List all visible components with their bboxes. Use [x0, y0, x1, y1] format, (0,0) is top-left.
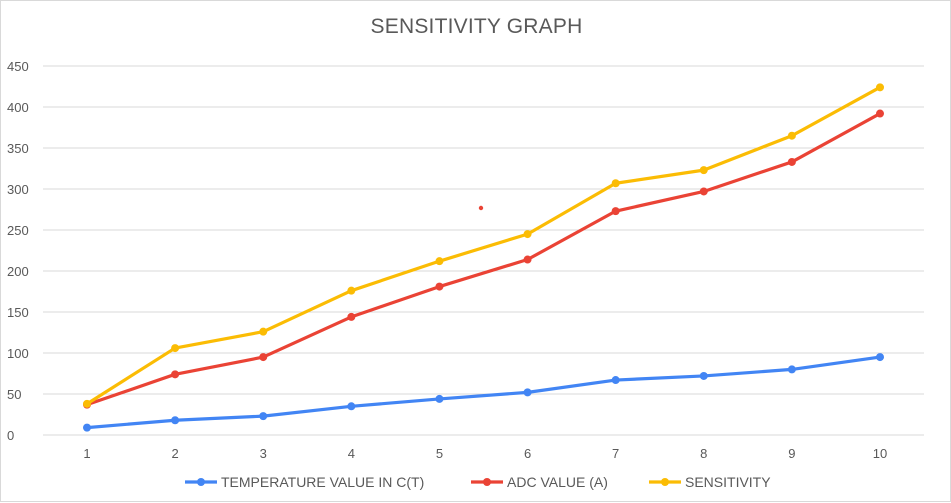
series-3-point-7: [611, 179, 620, 188]
series-1-point-2: [171, 416, 180, 425]
legend-label-1: TEMPERATURE VALUE IN C(T): [221, 474, 424, 490]
series-1-point-3: [259, 412, 268, 421]
legend-marker-2: [483, 478, 491, 486]
series-3-point-4: [347, 286, 356, 295]
y-tick-label-100: 100: [7, 346, 29, 361]
series-1-point-7: [611, 376, 620, 385]
y-tick-label-150: 150: [7, 305, 29, 320]
x-tick-label-8: 8: [700, 446, 707, 461]
x-tick-label-7: 7: [612, 446, 619, 461]
y-tick-label-300: 300: [7, 182, 29, 197]
series-1-point-5: [435, 394, 444, 403]
series-2-point-7: [611, 207, 620, 216]
series-line-1: [85, 355, 882, 430]
series-line-3: [85, 85, 882, 406]
series-1-point-1: [83, 423, 91, 432]
series-2-point-2: [171, 370, 180, 379]
x-tick-label-4: 4: [348, 446, 355, 461]
series-2-point-4: [347, 312, 356, 321]
series-1-point-4: [347, 402, 356, 411]
chart-title: SENSITIVITY GRAPH: [370, 15, 583, 38]
series-3-point-8: [699, 166, 708, 175]
series-2-point-8: [699, 187, 708, 196]
series-3-point-5: [435, 257, 444, 266]
series-1-point-9: [787, 365, 796, 374]
y-tick-label-400: 400: [7, 100, 29, 115]
series-3-point-2: [171, 344, 180, 353]
x-tick-label-3: 3: [260, 446, 267, 461]
legend-label-2: ADC VALUE (A): [507, 474, 608, 490]
x-tick-label-2: 2: [171, 446, 178, 461]
series-1-point-8: [699, 371, 708, 380]
x-tick-label-9: 9: [788, 446, 795, 461]
y-tick-label-0: 0: [7, 428, 14, 443]
series-2-point-9: [787, 157, 796, 166]
y-tick-label-450: 450: [7, 59, 29, 74]
series-2-point-5: [435, 282, 444, 291]
x-tick-label-5: 5: [436, 446, 443, 461]
series-1-point-10: [876, 353, 884, 362]
y-tick-label-50: 50: [7, 387, 21, 402]
series-1-point-6: [523, 388, 532, 397]
series-3-point-6: [523, 230, 532, 239]
series-line-2: [85, 111, 882, 407]
y-tick-label-200: 200: [7, 264, 29, 279]
series-3-point-3: [259, 327, 268, 336]
legend-marker-1: [197, 478, 205, 486]
legend-label-3: SENSITIVITY: [685, 474, 771, 490]
y-tick-label-250: 250: [7, 223, 29, 238]
series-2-point-10: [876, 109, 884, 118]
stray-dot: [478, 205, 484, 211]
series-3-point-9: [787, 131, 796, 140]
x-tick-label-10: 10: [873, 446, 887, 461]
series-2-point-6: [523, 255, 532, 264]
series-2-point-3: [259, 353, 268, 362]
series-3-point-1: [83, 399, 91, 408]
x-tick-label-1: 1: [83, 446, 90, 461]
series-3-point-10: [876, 83, 884, 92]
x-tick-label-6: 6: [524, 446, 531, 461]
legend-marker-3: [661, 478, 669, 486]
y-tick-label-350: 350: [7, 141, 29, 156]
